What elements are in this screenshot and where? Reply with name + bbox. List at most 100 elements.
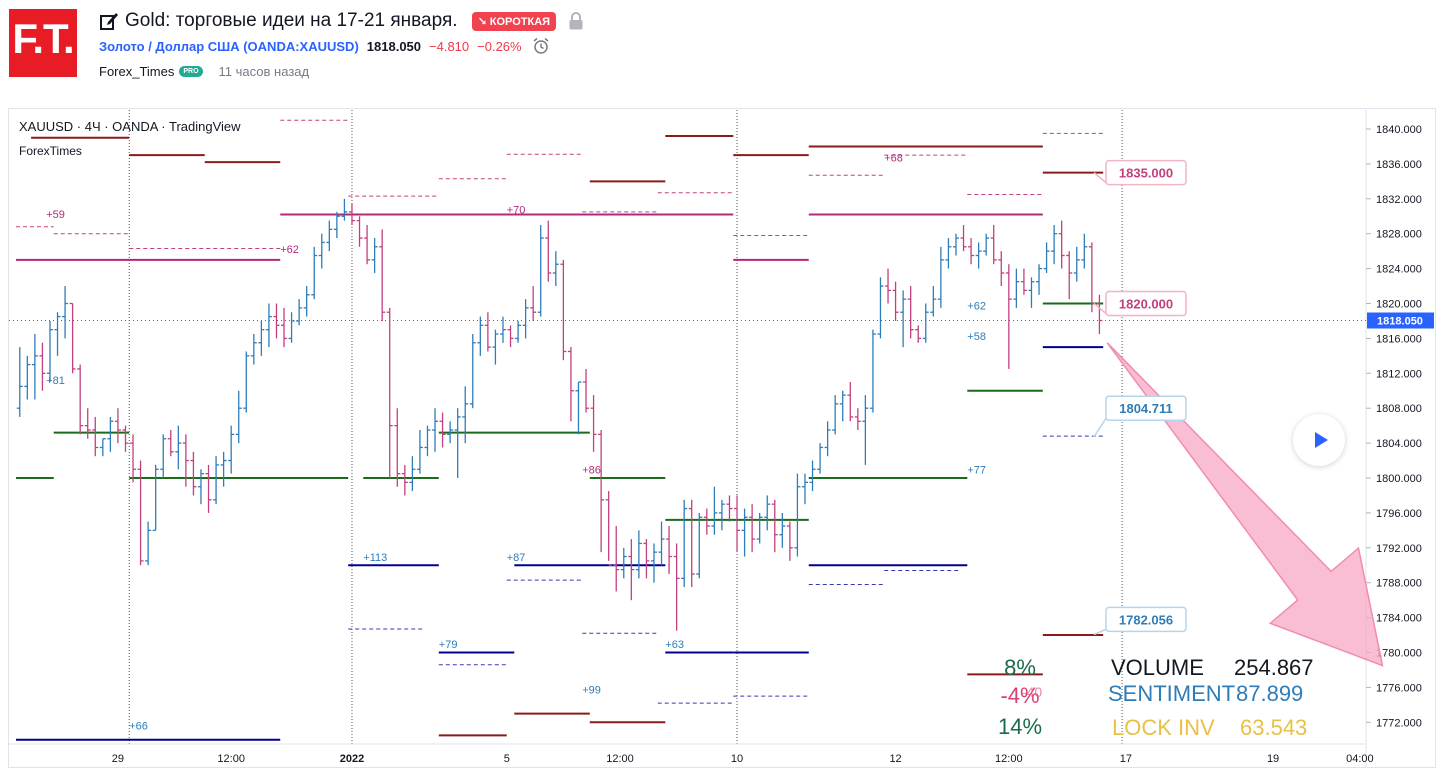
ohlc-bar <box>281 307 288 348</box>
ohlc-bar <box>379 229 386 321</box>
ohlc-bar <box>182 434 189 487</box>
stat-percent: 14% <box>998 714 1042 739</box>
ohlc-bar <box>333 211 340 239</box>
target-arrow <box>1106 342 1384 667</box>
ohlc-bar <box>1088 242 1095 313</box>
x-tick-label: 5 <box>504 753 510 765</box>
play-icon <box>1315 432 1328 448</box>
ohlc-bar <box>250 334 257 365</box>
author-logo[interactable]: F.T. <box>9 9 77 77</box>
ohlc-bar <box>635 530 642 579</box>
ohlc-bar <box>39 342 46 391</box>
ohlc-bar <box>424 425 431 457</box>
author-name[interactable]: Forex_Times <box>99 63 175 79</box>
ohlc-bar <box>522 299 529 339</box>
ohlc-bar <box>756 512 763 544</box>
ohlc-bar <box>24 355 31 400</box>
ohlc-bar <box>620 547 627 579</box>
y-tick-label: 1772.000 <box>1376 717 1422 729</box>
ohlc-bar <box>824 421 831 457</box>
callout-price: 1820.000 <box>1119 297 1173 312</box>
ohlc-bar <box>1051 224 1058 265</box>
ohlc-bar <box>794 473 801 557</box>
ohlc-bar <box>749 504 756 553</box>
y-tick-label: 1812.000 <box>1376 368 1422 380</box>
ohlc-bar <box>900 290 907 348</box>
ohlc-bar <box>175 425 182 470</box>
ohlc-bar <box>779 512 786 548</box>
ohlc-bar <box>613 525 620 592</box>
ohlc-bar <box>552 251 559 287</box>
ohlc-bar <box>507 325 514 348</box>
level-annotation: +66 <box>129 720 148 732</box>
callout-price: 1804.711 <box>1119 401 1173 416</box>
stat-percent: -4% <box>1000 683 1039 708</box>
level-annotation: +70 <box>507 205 526 217</box>
stat-overlay-text: -40 <box>1022 684 1042 700</box>
ohlc-bar <box>54 312 61 356</box>
ohlc-bar <box>567 347 574 422</box>
ohlc-bar <box>598 430 605 553</box>
price-change: −4.810 <box>429 38 470 54</box>
x-tick-label: 12:00 <box>217 753 245 765</box>
ohlc-bar <box>99 438 106 457</box>
ohlc-bar <box>326 220 333 252</box>
ohlc-bar <box>371 238 378 273</box>
ohlc-bar <box>484 312 491 352</box>
ohlc-bar <box>998 251 1005 287</box>
ohlc-bar <box>711 486 718 535</box>
ohlc-bar <box>499 316 506 343</box>
idea-title: Gold: торговые идеи на 17-21 января. <box>125 10 458 31</box>
ohlc-bar <box>734 495 741 553</box>
x-tick-label: 17 <box>1120 753 1132 765</box>
stat-value: 63.543 <box>1240 715 1307 740</box>
ohlc-bar <box>560 259 567 361</box>
ohlc-bar <box>839 390 846 422</box>
ohlc-bar <box>817 443 824 474</box>
y-tick-label: 1824.000 <box>1376 264 1422 276</box>
ohlc-bar <box>907 286 914 339</box>
pro-badge: PRO <box>179 65 203 77</box>
ohlc-bar <box>628 539 635 601</box>
x-tick-label: 19 <box>1267 753 1279 765</box>
ohlc-bar <box>167 430 174 457</box>
ohlc-bar <box>703 508 710 535</box>
x-tick-label: 12:00 <box>606 753 634 765</box>
ohlc-bar <box>869 329 876 413</box>
level-annotation: +86 <box>582 465 601 477</box>
ohlc-bar <box>658 521 665 566</box>
play-button[interactable] <box>1293 414 1345 466</box>
callout-leader <box>1093 628 1107 636</box>
ohlc-bar <box>741 508 748 557</box>
ohlc-bar <box>1028 277 1035 308</box>
ohlc-bar <box>983 233 990 256</box>
alarm-clock-icon[interactable] <box>532 37 550 55</box>
ohlc-bar <box>145 521 152 566</box>
symbol-link[interactable]: Золото / Доллар США (OANDA:XAUUSD) <box>99 38 359 54</box>
logo-text: F.T. <box>12 15 74 62</box>
ohlc-bar <box>643 539 650 579</box>
ohlc-bar <box>84 408 91 439</box>
ohlc-bar <box>726 495 733 522</box>
ohlc-bar <box>46 320 53 383</box>
ohlc-bar <box>303 286 310 317</box>
ohlc-bar <box>152 464 159 531</box>
ohlc-bar <box>160 434 167 478</box>
x-tick-label: 29 <box>112 753 124 765</box>
ohlc-bar <box>228 425 235 474</box>
ohlc-bar <box>77 364 84 435</box>
ohlc-bar <box>847 382 854 422</box>
y-tick-label: 1816.000 <box>1376 333 1422 345</box>
ohlc-bar <box>348 203 355 225</box>
level-annotation: +58 <box>967 331 986 343</box>
ohlc-bar <box>288 312 295 343</box>
ohlc-bar <box>809 460 816 492</box>
level-annotation: +113 <box>363 552 387 564</box>
level-annotation: +62 <box>280 244 299 256</box>
ohlc-bar <box>877 277 884 339</box>
chart-frame <box>8 108 1436 768</box>
ohlc-bar <box>786 521 793 561</box>
y-tick-label: 1804.000 <box>1376 438 1422 450</box>
ohlc-bar <box>62 286 69 339</box>
